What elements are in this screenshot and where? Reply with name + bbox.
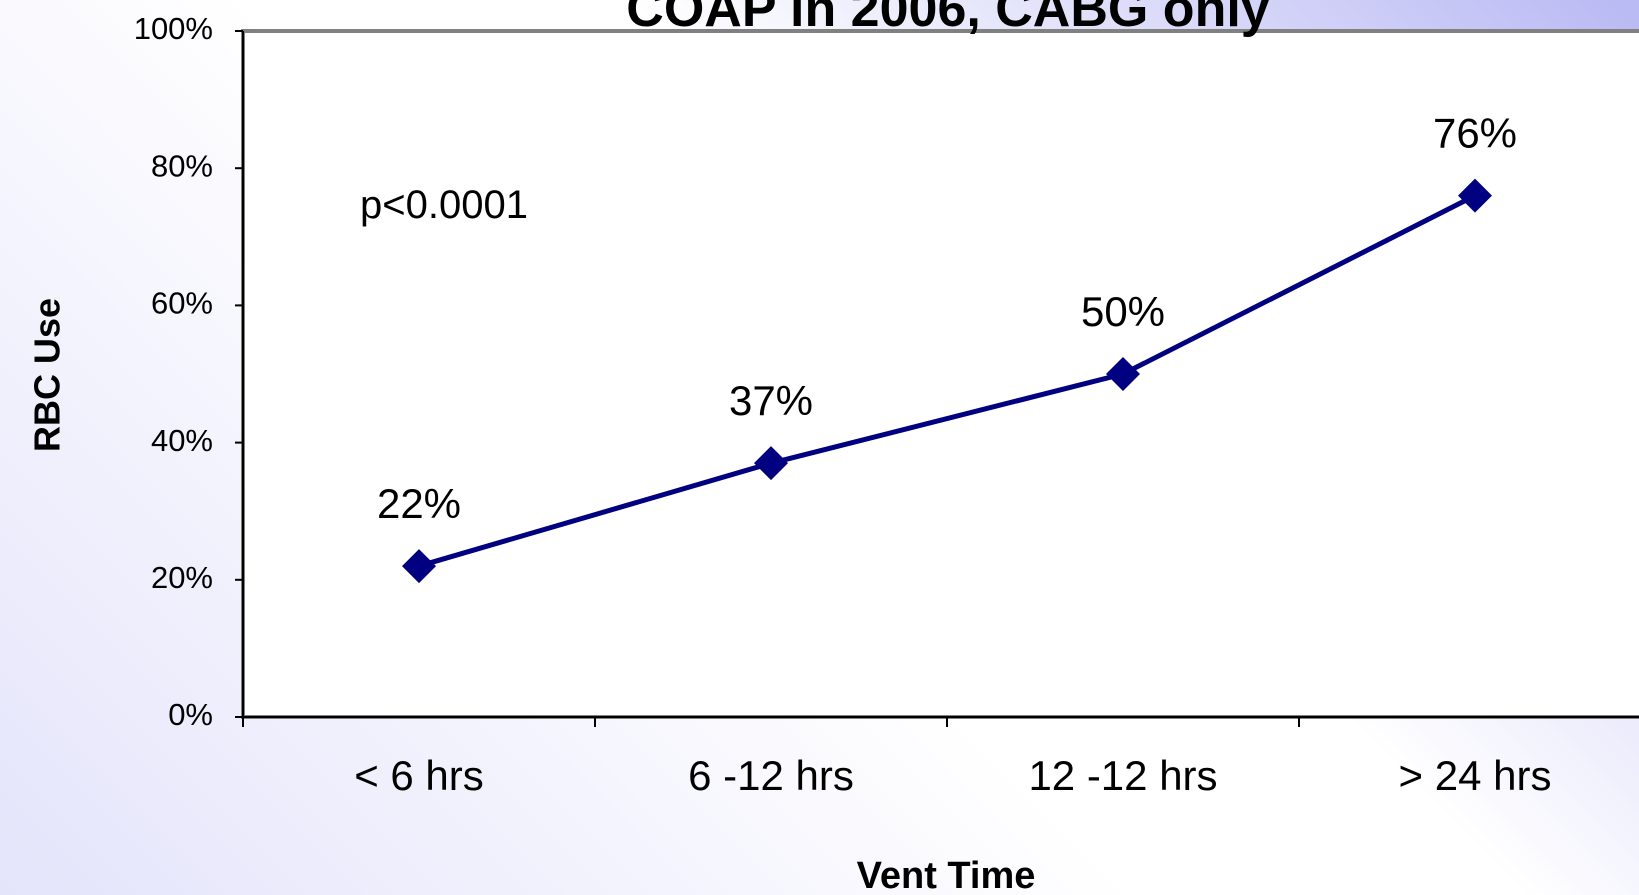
y-tick-label: 100%	[134, 11, 213, 46]
series-line	[418, 193, 1477, 569]
x-tick-label: 6 -12 hrs	[688, 752, 854, 799]
data-label: 50%	[1081, 288, 1165, 335]
x-axis-title: Vent Time	[857, 855, 1036, 895]
plot-area	[241, 29, 1639, 719]
x-tick-label: > 24 hrs	[1399, 752, 1552, 799]
annotation: p<0.0001	[360, 183, 528, 227]
y-tick-label: 80%	[151, 148, 213, 183]
data-point	[754, 446, 788, 481]
data-point	[402, 549, 436, 584]
data-point	[1106, 357, 1140, 391]
y-tick-label: 0%	[168, 697, 213, 732]
y-tick-label: 40%	[151, 423, 213, 458]
y-tick-label: 20%	[151, 560, 213, 595]
chart-title: COAP in 2006, CABG only	[626, 0, 1270, 38]
data-label: 76%	[1433, 110, 1517, 157]
data-label: 22%	[377, 480, 461, 527]
data-label: 37%	[729, 377, 813, 424]
y-axis-title: RBC Use	[27, 298, 68, 452]
data-point	[1458, 178, 1492, 213]
x-tick-label: < 6 hrs	[354, 752, 484, 799]
y-tick-label: 60%	[151, 286, 213, 321]
x-tick-label: 12 -12 hrs	[1028, 752, 1217, 799]
